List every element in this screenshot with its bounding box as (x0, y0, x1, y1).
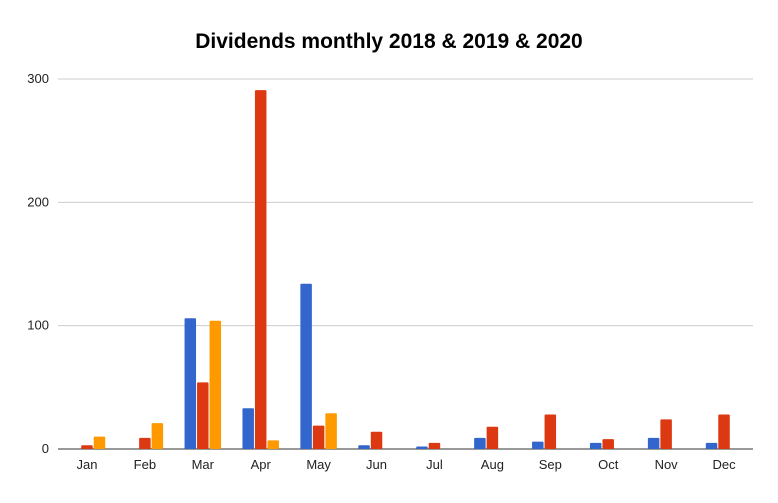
y-tick-label: 0 (42, 441, 49, 456)
x-tick-label-may: May (306, 457, 331, 472)
bar-jan-series-3 (93, 436, 106, 449)
bar-nov-series-1 (647, 437, 660, 449)
bar-mar-series-2 (197, 382, 209, 449)
y-tick-label: 200 (27, 194, 49, 209)
bar-feb-series-3 (151, 423, 164, 449)
bar-feb-series-2 (139, 437, 151, 449)
bars (81, 90, 730, 449)
bar-apr-series-1 (242, 408, 254, 449)
x-tick-label-aug: Aug (481, 457, 504, 472)
x-tick-label-mar: Mar (192, 457, 215, 472)
bar-oct-series-1 (589, 442, 602, 449)
x-tick-label-dec: Dec (712, 457, 736, 472)
bar-mar-series-1 (184, 318, 197, 449)
bar-oct-series-2 (602, 439, 614, 449)
bar-aug-series-2 (486, 426, 499, 449)
bar-nov-series-2 (660, 419, 672, 449)
x-tick-label-sep: Sep (539, 457, 562, 472)
x-axis-ticks: Jan Feb Mar Apr May Jun Jul Aug Sep Oct Nov Dec (76, 457, 736, 472)
x-tick-label-oct: Oct (598, 457, 619, 472)
x-tick-label-jan: Jan (76, 457, 97, 472)
bar-sep-series-1 (532, 441, 544, 449)
bar-jun-series-2 (370, 431, 383, 449)
bar-jul-series-2 (428, 442, 441, 449)
x-tick-label-jun: Jun (366, 457, 387, 472)
x-tick-label-nov: Nov (655, 457, 679, 472)
gridlines (58, 78, 753, 450)
x-tick-label-feb: Feb (134, 457, 156, 472)
bar-dec-series-2 (718, 414, 730, 449)
y-tick-label: 100 (27, 318, 49, 333)
bar-may-series-1 (300, 283, 312, 449)
bar-dec-series-1 (705, 442, 718, 449)
bar-sep-series-2 (544, 414, 557, 449)
bar-may-series-2 (312, 425, 325, 449)
bar-apr-series-3 (267, 440, 279, 449)
y-tick-label: 300 (27, 71, 49, 86)
bar-mar-series-3 (209, 320, 222, 449)
bar-jan-series-2 (81, 445, 93, 449)
bar-may-series-3 (325, 413, 337, 449)
y-axis-ticks: 0 100 200 300 (27, 71, 49, 456)
x-tick-label-apr: Apr (251, 457, 272, 472)
bar-jul-series-1 (416, 446, 428, 449)
bar-jun-series-1 (358, 445, 370, 449)
x-tick-label-jul: Jul (426, 457, 443, 472)
bar-aug-series-1 (474, 437, 486, 449)
chart-title: Dividends monthly 2018 & 2019 & 2020 (195, 30, 583, 53)
bar-apr-series-2 (254, 90, 267, 449)
